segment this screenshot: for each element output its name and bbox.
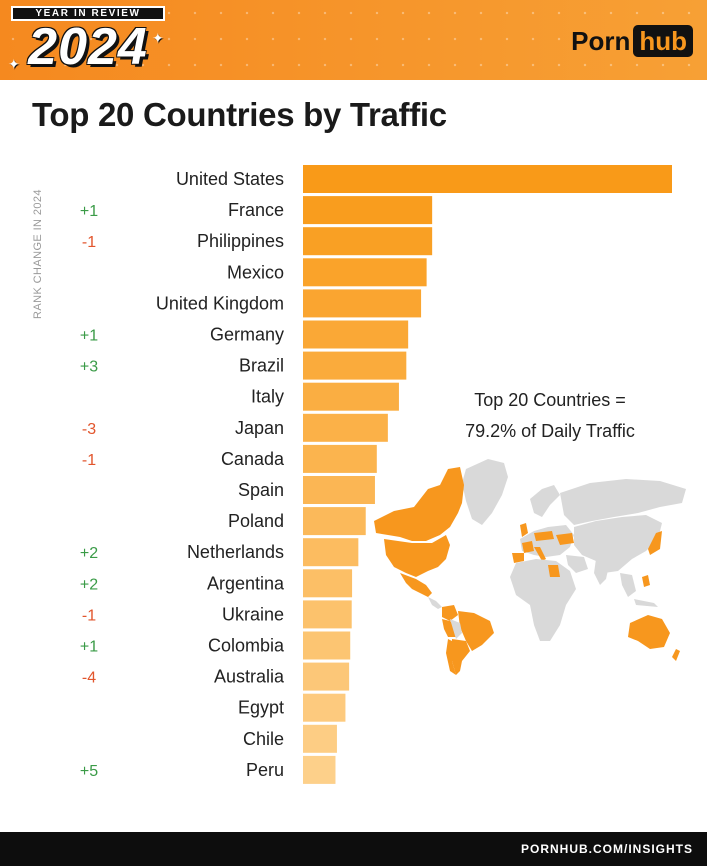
map-chile [446,639,456,675]
country-label: Brazil [239,356,284,376]
rank-change-label: +3 [80,359,98,376]
insights-url: PORNHUB.COM/INSIGHTS [520,842,693,856]
rank-change-label: +5 [80,763,98,780]
country-label: Peru [246,760,284,780]
map-south-america-other [450,619,462,639]
country-label: Ukraine [222,604,284,624]
year-heading: 2024 [28,18,148,76]
header-banner: YEAR IN REVIEW 2024 ✦ ✦ Porn hub [0,0,707,80]
map-mexico [400,573,432,597]
country-label: Canada [221,449,285,469]
rank-change-label: +2 [80,545,98,562]
map-egypt [548,565,560,577]
bar-chile [303,724,337,753]
bar-japan [303,413,388,442]
map-peru [442,619,458,637]
country-label: Colombia [208,636,285,656]
summary-line-2: 79.2% of Daily Traffic [465,421,635,441]
traffic-summary: Top 20 Countries = 79.2% of Daily Traffi… [430,385,670,447]
rank-change-label: -1 [82,607,96,624]
bar-italy [303,382,399,411]
bar-poland [303,507,366,536]
map-africa [510,559,576,641]
rank-change-label: +1 [80,328,98,345]
country-label: Spain [238,480,284,500]
country-label: Argentina [207,573,285,593]
map-spain [512,553,524,563]
bar-argentina [303,569,353,598]
country-label: Mexico [227,262,284,282]
bar-mexico [303,258,427,287]
bar-colombia [303,631,351,660]
chart-title: Top 20 Countries by Traffic [32,96,447,133]
country-label: United States [176,169,284,189]
map-argentina [452,639,470,675]
map-usa [384,535,450,577]
country-label: Australia [214,667,285,687]
map-canada [374,467,464,541]
country-label: United Kingdom [156,293,284,313]
bar-canada [303,444,377,473]
map-southeast-asia [620,573,658,607]
country-label: Japan [235,418,284,438]
map-central-america [428,597,442,609]
map-ukraine [556,533,574,545]
rank-change-label: -1 [82,452,96,469]
bar-australia [303,662,350,691]
bar-egypt [303,693,346,722]
map-greenland [462,459,508,525]
sparkle-icon: ✦ [8,56,20,72]
map-uk [520,523,528,537]
map-italy [534,547,546,561]
map-brazil [458,611,494,651]
rank-change-label: +2 [80,576,98,593]
map-india [594,559,610,585]
bar-united-states [303,165,672,193]
sparkle-icon: ✦ [152,30,164,46]
bar-germany [303,320,409,349]
rank-change-label: -4 [82,670,96,687]
map-japan [648,531,662,555]
logo-text-hub: hub [633,25,693,57]
map-australia [628,615,670,649]
country-label: Egypt [238,698,284,718]
year-in-review-badge: YEAR IN REVIEW [11,6,165,21]
bar-peru [303,755,336,784]
map-scandinavia [530,485,560,517]
map-germany-poland [534,531,554,541]
country-label: Netherlands [187,542,284,562]
country-label: Poland [228,511,284,531]
country-label: Chile [243,729,284,749]
map-new-zealand [672,649,680,661]
country-label: Germany [210,325,284,345]
bar-philippines [303,227,433,256]
map-middle-east [566,555,588,573]
country-label: Philippines [197,231,284,251]
world-map [374,459,686,675]
rank-change-label: -1 [82,234,96,251]
rank-change-label: -3 [82,421,96,438]
bar-brazil [303,351,407,380]
map-asia [574,515,662,573]
bar-united-kingdom [303,289,422,318]
map-colombia [442,605,458,621]
rank-change-label: +1 [80,203,98,220]
bar-netherlands [303,538,359,567]
map-russia [560,479,686,525]
bar-spain [303,476,375,504]
country-label: Italy [251,387,284,407]
bar-france [303,196,433,225]
footer-bar: PORNHUB.COM/INSIGHTS [0,832,707,866]
summary-line-1: Top 20 Countries = [474,390,626,410]
bar-ukraine [303,600,352,629]
map-philippines [642,575,650,587]
country-label: France [228,200,284,220]
pornhub-logo: Porn hub [571,25,693,57]
map-france [522,541,534,553]
logo-text-porn: Porn [571,25,631,56]
rank-change-label: +1 [80,639,98,656]
